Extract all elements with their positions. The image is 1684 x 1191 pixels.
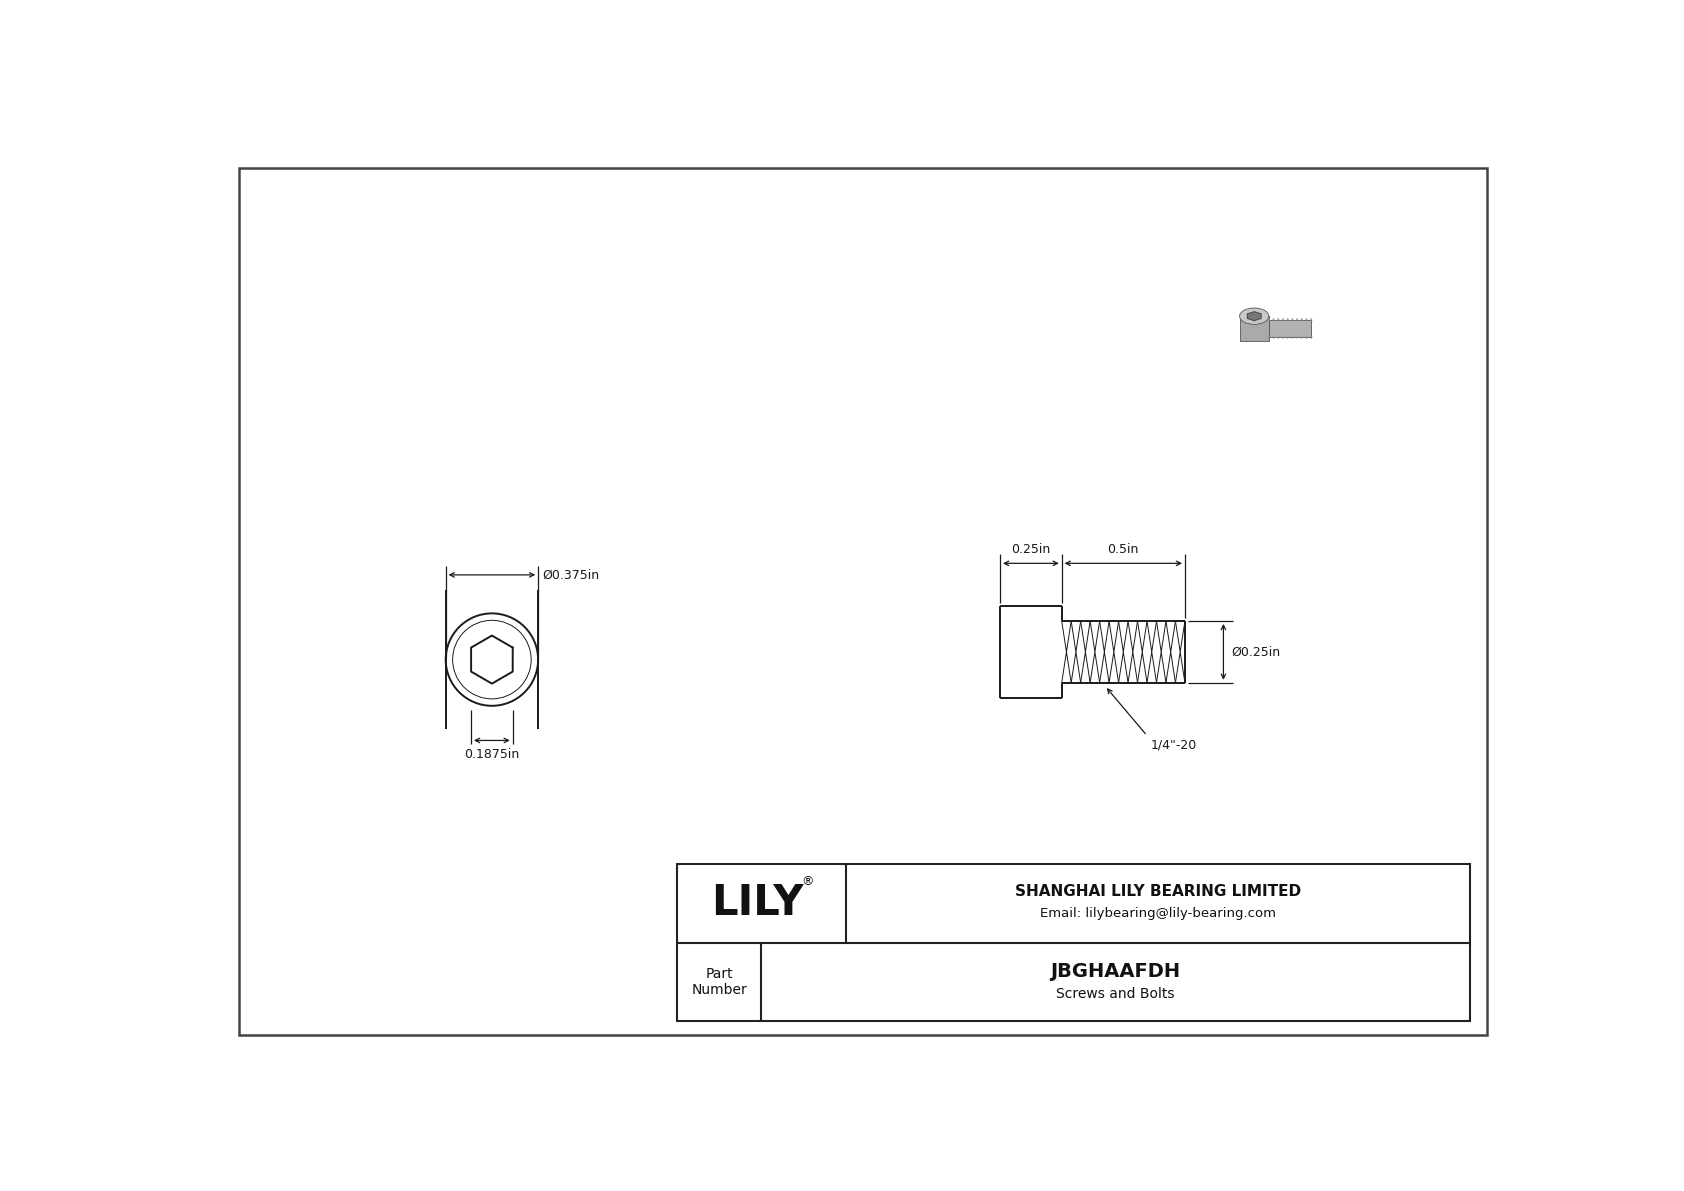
Text: 1/4"-20: 1/4"-20 [1152, 738, 1197, 752]
FancyBboxPatch shape [1239, 316, 1268, 341]
Text: LILY: LILY [711, 883, 803, 924]
Text: Part
Number: Part Number [690, 967, 748, 997]
Ellipse shape [1239, 308, 1268, 324]
Text: 0.1875in: 0.1875in [465, 748, 520, 761]
FancyBboxPatch shape [1268, 320, 1312, 337]
Text: ®: ® [802, 875, 813, 888]
Text: 0.25in: 0.25in [1012, 543, 1051, 556]
Polygon shape [1248, 312, 1261, 320]
Text: Email: lilybearing@lily-bearing.com: Email: lilybearing@lily-bearing.com [1041, 906, 1276, 919]
Text: JBGHAAFDH: JBGHAAFDH [1051, 962, 1180, 980]
Text: Screws and Bolts: Screws and Bolts [1056, 986, 1175, 1000]
Text: SHANGHAI LILY BEARING LIMITED: SHANGHAI LILY BEARING LIMITED [1015, 884, 1302, 899]
Text: 0.5in: 0.5in [1108, 543, 1138, 556]
Bar [677, 863, 1470, 1022]
Text: Ø0.375in: Ø0.375in [542, 568, 600, 581]
Text: Ø0.25in: Ø0.25in [1231, 646, 1280, 659]
